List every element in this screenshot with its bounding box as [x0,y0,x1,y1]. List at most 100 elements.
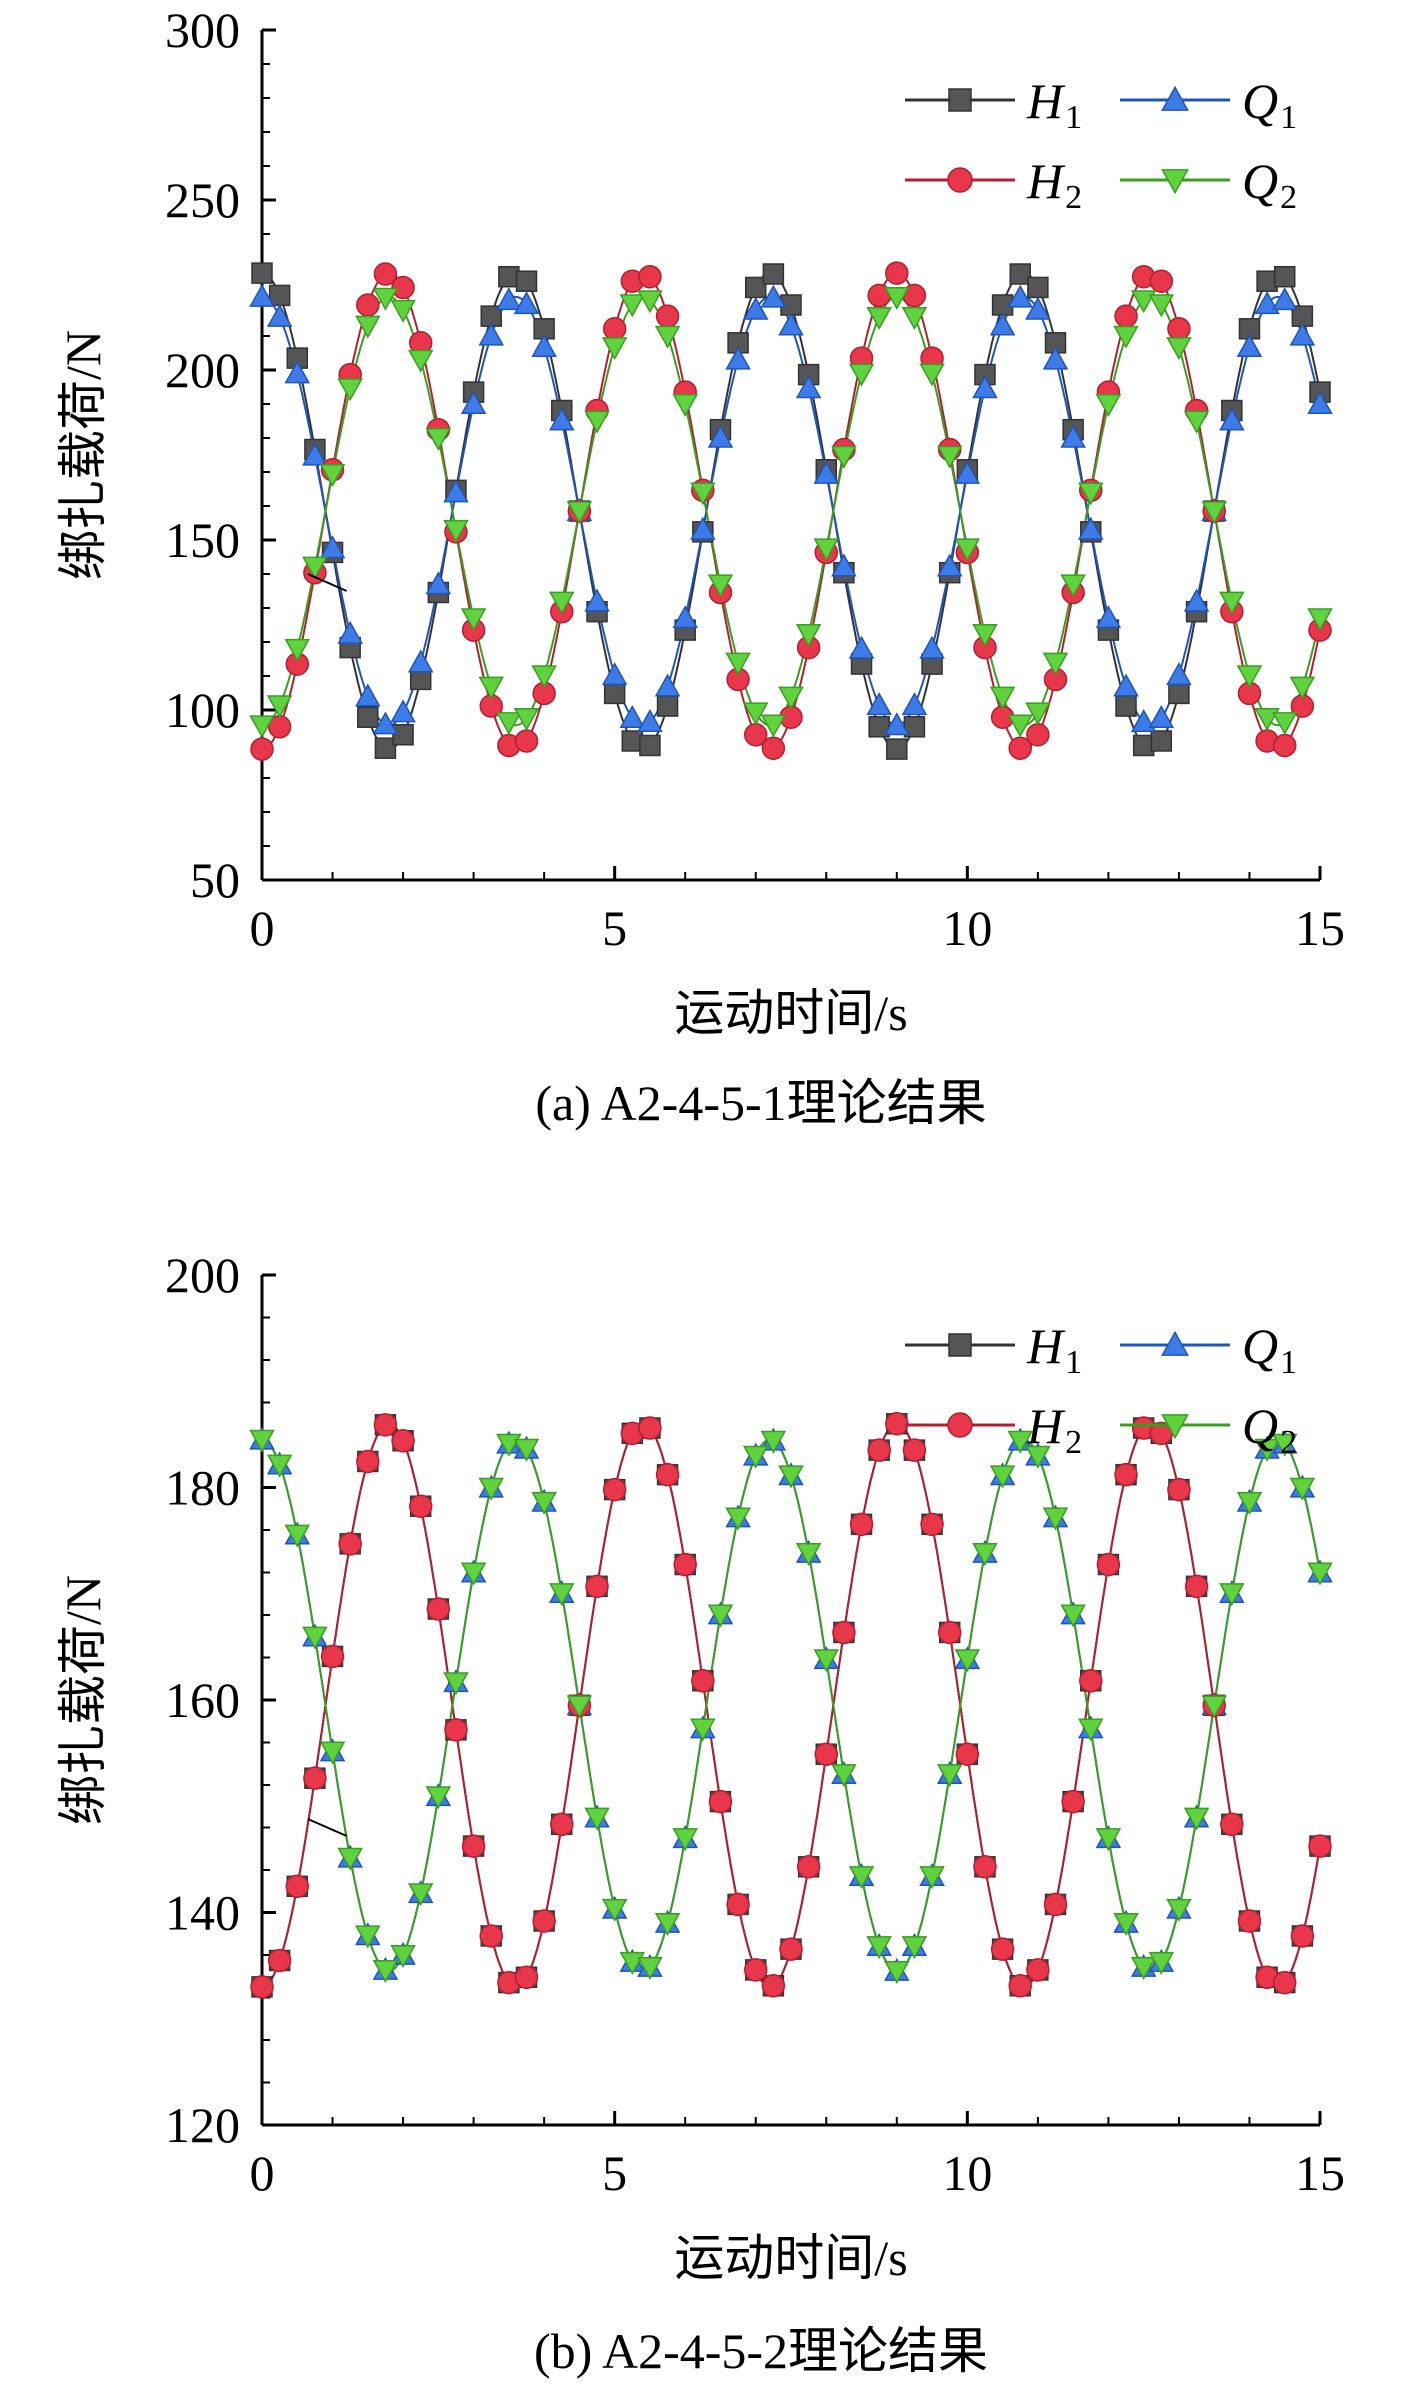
data-point-marker [866,307,892,331]
data-point-marker [778,686,804,710]
legend-item-q2: Q2 [1120,153,1297,216]
data-point-marker [831,553,857,577]
data-point-marker [1290,1924,1315,1948]
data-point-marker [337,620,363,644]
data-point-marker [1095,1828,1122,1852]
data-point-marker [884,286,910,310]
data-point-marker [866,1936,892,1960]
x-tick-label: 5 [602,2145,627,2201]
data-point-marker [1077,516,1104,540]
y-tick-label: 140 [165,1885,240,1941]
data-point-marker [1184,1574,1209,1599]
data-point-marker [1077,1718,1104,1742]
data-point-marker [1148,1951,1175,1975]
data-point-marker [1130,709,1157,732]
data-point-marker [725,652,751,676]
data-point-marker [990,1937,1015,1961]
data-point-marker [513,708,540,732]
data-point-marker [1183,1807,1210,1831]
data-point-marker [251,262,273,284]
legend-item-h1: H1 [905,73,1082,136]
data-point-marker [1096,1552,1121,1577]
data-point-marker [284,1524,311,1548]
data-point-marker [249,1429,275,1453]
data-point-marker [320,1644,345,1669]
legend-label: H1 [1026,1318,1082,1381]
data-point-marker [479,1924,503,1948]
legend-label: Q2 [1242,153,1297,216]
data-point-marker [1095,394,1122,418]
data-point-marker [443,1672,469,1696]
data-point-marker [407,649,434,673]
data-point-marker [266,303,293,327]
data-point-marker [426,1597,451,1621]
data-point-marker [1201,501,1227,525]
data-point-marker [1007,1430,1034,1454]
data-point-marker [919,1866,945,1890]
data-point-marker [885,261,909,285]
data-point-marker [989,312,1016,336]
data-point-marker [1025,296,1051,320]
data-point-marker [302,442,328,466]
data-point-marker [1077,482,1104,506]
data-point-marker [357,706,379,728]
data-point-marker [1148,294,1175,318]
data-point-marker [443,479,469,503]
annotation-mark [307,1818,348,1837]
data-point-marker [1254,708,1280,732]
data-point-marker [319,463,346,487]
data-point-marker [955,1742,980,1766]
data-point-marker [267,1948,292,1973]
data-point-marker [407,1883,434,1907]
data-point-marker [637,709,663,732]
data-point-marker [708,1789,733,1814]
data-point-marker [725,1507,751,1531]
data-point-marker [460,390,487,414]
data-point-marker [743,1958,768,1982]
data-point-marker [656,695,679,717]
data-point-marker [884,1960,910,1984]
data-point-marker [266,695,293,719]
data-point-marker [849,1512,874,1537]
x-tick-label: 15 [1295,900,1345,956]
data-point-marker [1060,424,1086,448]
data-point-marker [1168,682,1190,705]
data-point-marker [1042,346,1069,370]
data-point-marker [372,1959,399,1983]
data-point-marker [478,1477,505,1501]
data-point-marker [319,535,346,559]
data-point-marker [1150,730,1173,752]
data-point-marker [1114,1462,1138,1487]
data-point-marker [1308,1834,1332,1858]
legend-label: Q2 [1242,1398,1297,1461]
data-point-marker [391,275,415,300]
chart-panel-b: 120 140 160 180 200 0 5 10 15 运动时间/s 绑扎载荷/N (b) A2-… [55,1247,1345,2379]
data-point-marker [443,519,469,543]
data-point-marker [390,299,416,323]
data-point-marker [1043,1892,1068,1917]
data-point-marker [1201,1695,1227,1719]
data-point-marker [1183,588,1210,612]
data-point-marker [1149,269,1174,293]
x-axis-title: 运动时间/s [674,985,907,1041]
data-point-marker [496,287,522,311]
data-point-marker [848,635,875,659]
data-point-marker [1007,714,1034,738]
data-point-marker [372,287,399,311]
data-point-marker [303,1766,327,1790]
data-point-marker [284,360,311,384]
data-point-marker [954,460,981,484]
legend-item-q1: Q1 [1120,73,1297,136]
data-point-marker [742,702,769,726]
data-point-marker [1026,1958,1050,1982]
legend-marker [1161,85,1189,111]
data-point-marker [919,635,945,659]
data-point-marker [603,682,626,705]
y-tick-label: 120 [165,2097,240,2153]
data-point-marker [425,571,452,595]
data-point-marker [690,1718,716,1742]
data-point-marker [250,737,274,761]
data-point-marker [1236,665,1263,689]
data-point-marker [372,711,399,735]
